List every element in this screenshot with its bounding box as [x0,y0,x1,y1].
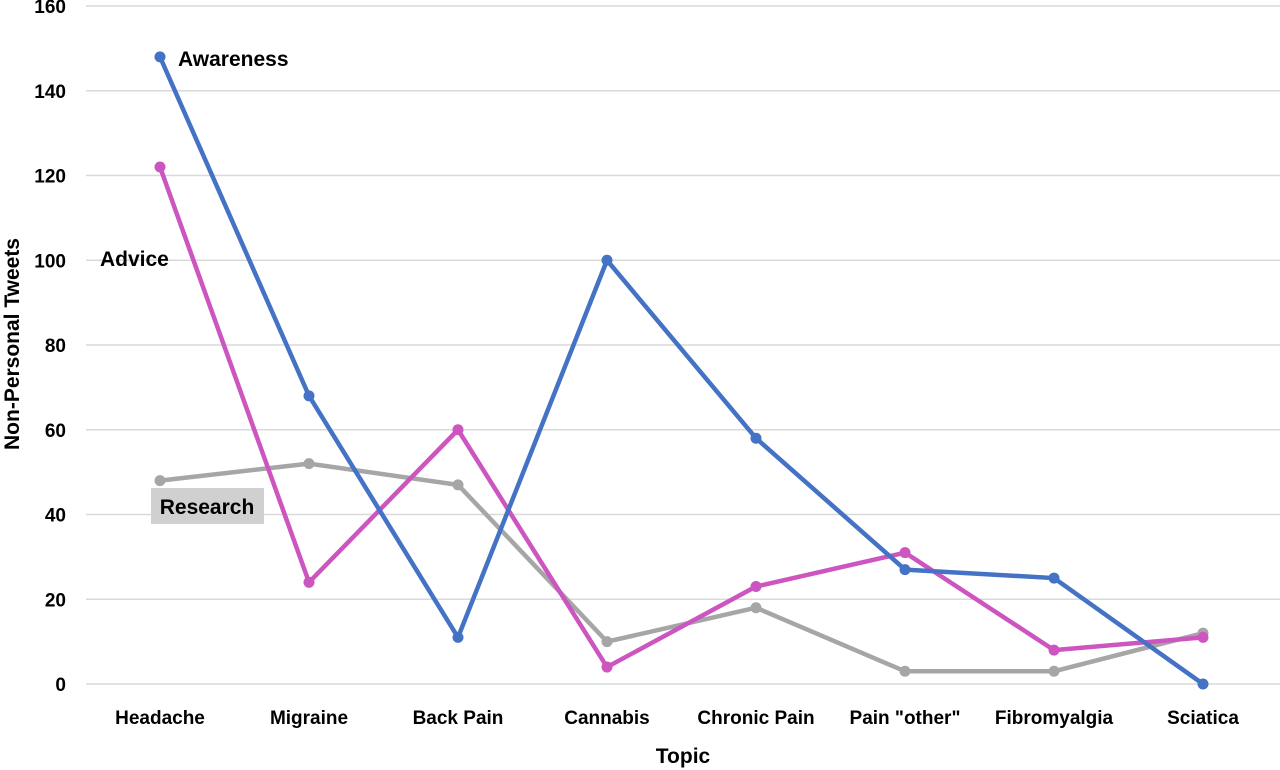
y-tick-label: 60 [45,421,66,442]
series-line [157,461,1206,674]
x-tick-label: Pain "other" [850,708,961,729]
gridlines [86,5,1280,685]
data-point [899,564,911,576]
series-awareness [154,51,1209,690]
data-point [601,254,613,266]
data-point [1048,572,1060,584]
data-point [750,581,762,593]
data-point [452,479,464,491]
y-axis-title: Non-Personal Tweets [1,238,24,450]
x-tick-label: Headache [115,708,205,729]
x-tick-label: Back Pain [413,708,504,729]
series-advice [154,161,1209,673]
x-axis-ticks: Headache Migraine Back Pain Cannabis Chronic… [115,708,1239,729]
series-label-research-box [151,488,264,524]
series-lines [154,51,1209,690]
series-label-awareness: Awareness [178,48,289,71]
y-tick-label: 160 [34,0,66,18]
series-label-advice: Advice [100,248,169,271]
y-axis-ticks: 0 20 40 60 80 100 120 140 160 [34,0,66,696]
x-tick-label: Fibromyalgia [995,708,1114,729]
x-tick-label: Migraine [270,708,348,729]
series-research [154,458,1209,677]
series-label-research: Research [160,496,255,519]
series-line [157,54,1206,687]
data-point [899,665,911,677]
data-point [452,631,464,643]
x-tick-label: Sciatica [1167,708,1239,729]
data-point [154,161,166,173]
y-tick-label: 40 [45,506,66,527]
data-point [1048,644,1060,656]
data-point [1197,678,1209,690]
y-tick-label: 0 [55,675,66,696]
data-point [899,547,911,559]
data-point [154,51,166,63]
data-point [1197,631,1209,643]
data-point [303,390,315,402]
y-tick-label: 100 [34,251,66,272]
y-tick-label: 140 [34,82,66,103]
series-line [157,164,1206,670]
y-tick-label: 20 [45,590,66,611]
y-tick-label: 120 [34,167,66,188]
data-point [452,424,464,436]
data-point [303,458,315,470]
x-axis-title: Topic [656,745,711,768]
series-labels: Awareness Advice Research [100,48,289,524]
data-point [750,602,762,614]
data-point [601,636,613,648]
data-point [750,432,762,444]
x-tick-label: Chronic Pain [697,708,814,729]
data-point [601,661,613,673]
data-point [1048,665,1060,677]
x-tick-label: Cannabis [564,708,650,729]
data-point [154,475,166,487]
y-tick-label: 80 [45,336,66,357]
data-point [303,576,315,588]
